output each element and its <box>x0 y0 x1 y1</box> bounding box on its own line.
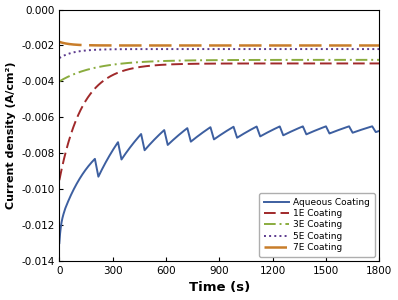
3E Coating <box>347 58 351 62</box>
3E Coating <box>377 58 381 62</box>
Line: Aqueous Coating: Aqueous Coating <box>59 126 379 243</box>
Aqueous Coating <box>125 148 130 152</box>
Legend: Aqueous Coating, 1E Coating, 3E Coating, 5E Coating, 7E Coating: Aqueous Coating, 1E Coating, 3E Coating,… <box>259 194 375 256</box>
Line: 1E Coating: 1E Coating <box>59 63 379 180</box>
7E Coating <box>347 44 351 47</box>
5E Coating <box>377 47 381 51</box>
Y-axis label: Current density (A/cm²): Current density (A/cm²) <box>6 61 16 209</box>
Line: 3E Coating: 3E Coating <box>59 60 379 81</box>
Aqueous Coating <box>347 124 351 128</box>
1E Coating <box>347 61 351 65</box>
Aqueous Coating <box>146 144 151 147</box>
7E Coating <box>256 44 261 47</box>
Line: 7E Coating: 7E Coating <box>59 42 379 46</box>
Aqueous Coating <box>250 127 255 130</box>
1E Coating <box>146 64 151 68</box>
1E Coating <box>256 62 261 65</box>
Aqueous Coating <box>256 130 261 133</box>
5E Coating <box>347 47 351 51</box>
3E Coating <box>250 58 255 62</box>
5E Coating <box>57 56 62 60</box>
5E Coating <box>256 47 261 51</box>
Line: 5E Coating: 5E Coating <box>59 49 379 58</box>
5E Coating <box>146 47 151 51</box>
7E Coating <box>57 40 62 44</box>
7E Coating <box>377 44 381 47</box>
3E Coating <box>125 61 130 65</box>
1E Coating <box>125 68 130 71</box>
7E Coating <box>146 44 151 47</box>
X-axis label: Time (s): Time (s) <box>189 281 250 294</box>
3E Coating <box>57 80 62 83</box>
Aqueous Coating <box>57 241 62 245</box>
1E Coating <box>250 62 255 65</box>
7E Coating <box>250 44 255 47</box>
3E Coating <box>256 58 261 62</box>
5E Coating <box>125 47 130 51</box>
5E Coating <box>250 47 255 51</box>
7E Coating <box>125 44 130 47</box>
3E Coating <box>146 60 151 63</box>
7E Coating <box>377 44 382 47</box>
Aqueous Coating <box>377 129 382 133</box>
1E Coating <box>57 178 62 182</box>
1E Coating <box>377 61 382 65</box>
Aqueous Coating <box>370 124 375 128</box>
3E Coating <box>377 58 382 62</box>
1E Coating <box>377 61 381 65</box>
Aqueous Coating <box>377 129 382 133</box>
5E Coating <box>377 47 382 51</box>
